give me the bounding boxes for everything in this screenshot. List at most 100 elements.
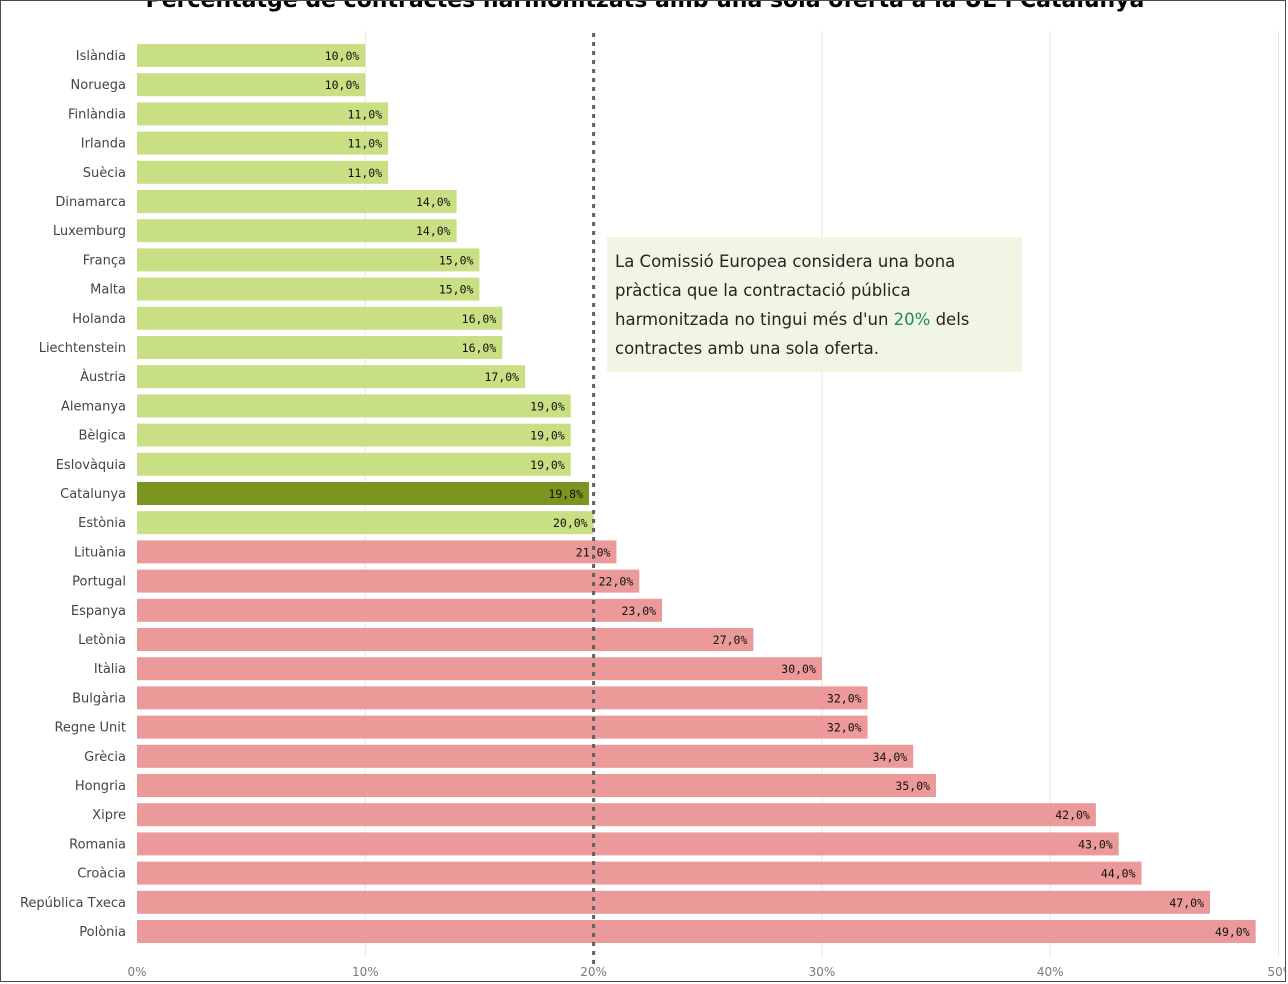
value-label-grecia: 34,0% <box>873 750 908 764</box>
bar-malta <box>137 277 480 301</box>
bar-bulgaria <box>137 686 868 710</box>
x-axis-ticks: 0% 10% 20% 30% 40% 50% <box>127 965 1287 979</box>
value-label-regne-unit: 32,0% <box>827 721 862 735</box>
category-label-eslovaquia: Eslovàquia <box>56 458 126 473</box>
chart-title-cropped: Percentatge de contractes harmonitzats a… <box>1 1 1285 13</box>
value-label-espanya: 23,0% <box>621 604 656 618</box>
category-label-letonia: Letònia <box>78 633 126 648</box>
category-label-polonia: Polònia <box>79 925 126 940</box>
bar-regne-unit <box>137 715 868 739</box>
category-label-bulgaria: Bulgària <box>72 691 126 706</box>
category-label-franca: França <box>83 253 126 268</box>
value-label-eslovaquia: 19,0% <box>530 458 565 472</box>
category-label-alemanya: Alemanya <box>61 399 126 414</box>
bar-suecia <box>137 160 389 184</box>
value-label-polonia: 49,0% <box>1215 925 1250 939</box>
category-label-noruega: Noruega <box>71 78 126 93</box>
bar-italia <box>137 657 822 681</box>
bar-holanda <box>137 306 503 330</box>
bar-portugal <box>137 569 640 593</box>
bar-austria <box>137 365 526 389</box>
annotation-text-part1: La Comissió Europea considera una bona p… <box>615 252 956 329</box>
category-label-luxemburg: Luxemburg <box>53 224 126 239</box>
bar-irlanda <box>137 131 389 155</box>
value-label-noruega: 10,0% <box>325 78 360 92</box>
category-label-regne-unit: Regne Unit <box>54 721 126 736</box>
value-label-republica-txeca: 47,0% <box>1169 896 1204 910</box>
value-labels: 10,0% 10,0% 11,0% 11,0% 11,0% 14,0% 14,0% 15,0%… <box>325 49 1250 939</box>
category-label-dinamarca: Dinamarca <box>55 195 126 210</box>
category-label-irlanda: Irlanda <box>81 137 126 152</box>
x-tick-label-40: 40% <box>1037 965 1064 979</box>
x-tick-label-30: 30% <box>809 965 836 979</box>
category-label-hongria: Hongria <box>75 779 126 794</box>
value-label-austria: 17,0% <box>484 370 519 384</box>
value-label-alemanya: 19,0% <box>530 399 565 413</box>
bar-dinamarca <box>137 190 457 213</box>
category-label-austria: Àustria <box>80 369 126 385</box>
value-label-luxemburg: 14,0% <box>416 224 451 238</box>
category-label-grecia: Grècia <box>84 750 126 765</box>
value-label-franca: 15,0% <box>439 253 474 267</box>
category-label-romania: Romania <box>69 837 126 852</box>
bar-franca <box>137 248 480 272</box>
value-label-estonia: 20,0% <box>553 516 588 530</box>
value-label-liechtenstein: 16,0% <box>462 341 497 355</box>
bar-romania <box>137 832 1119 856</box>
category-label-lituania: Lituània <box>74 545 126 560</box>
value-label-dinamarca: 14,0% <box>416 195 451 209</box>
category-label-malta: Malta <box>90 283 126 298</box>
category-label-portugal: Portugal <box>72 575 126 590</box>
chart-title: Percentatge de contractes harmonitzats a… <box>1 1 1285 13</box>
category-labels: Islàndia Noruega Finlàndia Irlanda Suècia Din… <box>20 49 126 940</box>
category-label-belgica: Bèlgica <box>78 429 126 444</box>
category-label-catalunya: Catalunya <box>60 487 126 502</box>
bar-lituania <box>137 540 617 564</box>
value-label-islandia: 10,0% <box>325 49 360 63</box>
x-tick-label-0: 0% <box>127 965 146 979</box>
bar-eslovaquia <box>137 452 571 476</box>
bar-noruega <box>137 73 366 97</box>
bars <box>137 44 1256 943</box>
category-label-estonia: Estònia <box>78 516 126 531</box>
bar-republica-txeca <box>137 890 1211 914</box>
bar-catalunya <box>137 482 590 505</box>
value-label-irlanda: 11,0% <box>348 137 383 151</box>
category-label-republica-txeca: República Txeca <box>20 896 126 911</box>
bar-finlandia <box>137 102 389 126</box>
value-label-malta: 15,0% <box>439 283 474 297</box>
value-label-hongria: 35,0% <box>895 779 930 793</box>
bar-polonia <box>137 920 1256 943</box>
value-label-lituania: 21,0% <box>576 545 611 559</box>
x-tick-label-20: 20% <box>580 965 607 979</box>
bar-estonia <box>137 511 594 535</box>
category-label-espanya: Espanya <box>71 604 126 619</box>
value-label-italia: 30,0% <box>781 662 816 676</box>
category-label-finlandia: Finlàndia <box>68 107 126 122</box>
bar-xipre <box>137 803 1096 827</box>
category-label-suecia: Suècia <box>83 166 126 181</box>
bar-croacia <box>137 861 1142 885</box>
annotation-box: La Comissió Europea considera una bona p… <box>607 237 1022 372</box>
value-label-catalunya: 19,8% <box>548 487 583 501</box>
annotation-text-part2: dels contractes amb una sola oferta. <box>615 310 970 358</box>
value-label-croacia: 44,0% <box>1101 867 1136 881</box>
bar-luxemburg <box>137 219 457 243</box>
value-label-holanda: 16,0% <box>462 312 497 326</box>
category-label-holanda: Holanda <box>72 312 126 327</box>
bar-hongria <box>137 774 937 797</box>
category-label-liechtenstein: Liechtenstein <box>39 341 126 356</box>
bar-espanya <box>137 598 663 622</box>
value-label-letonia: 27,0% <box>713 633 748 647</box>
value-label-romania: 43,0% <box>1078 837 1113 851</box>
category-label-islandia: Islàndia <box>76 49 126 64</box>
x-tick-label-50: 50% <box>1268 965 1287 979</box>
x-tick-label-10: 10% <box>352 965 379 979</box>
annotation-highlight: 20% <box>893 310 931 329</box>
bar-islandia <box>137 44 366 67</box>
bar-belgica <box>137 423 571 447</box>
bar-liechtenstein <box>137 336 503 359</box>
category-label-xipre: Xipre <box>92 808 126 823</box>
bar-letonia <box>137 628 754 651</box>
